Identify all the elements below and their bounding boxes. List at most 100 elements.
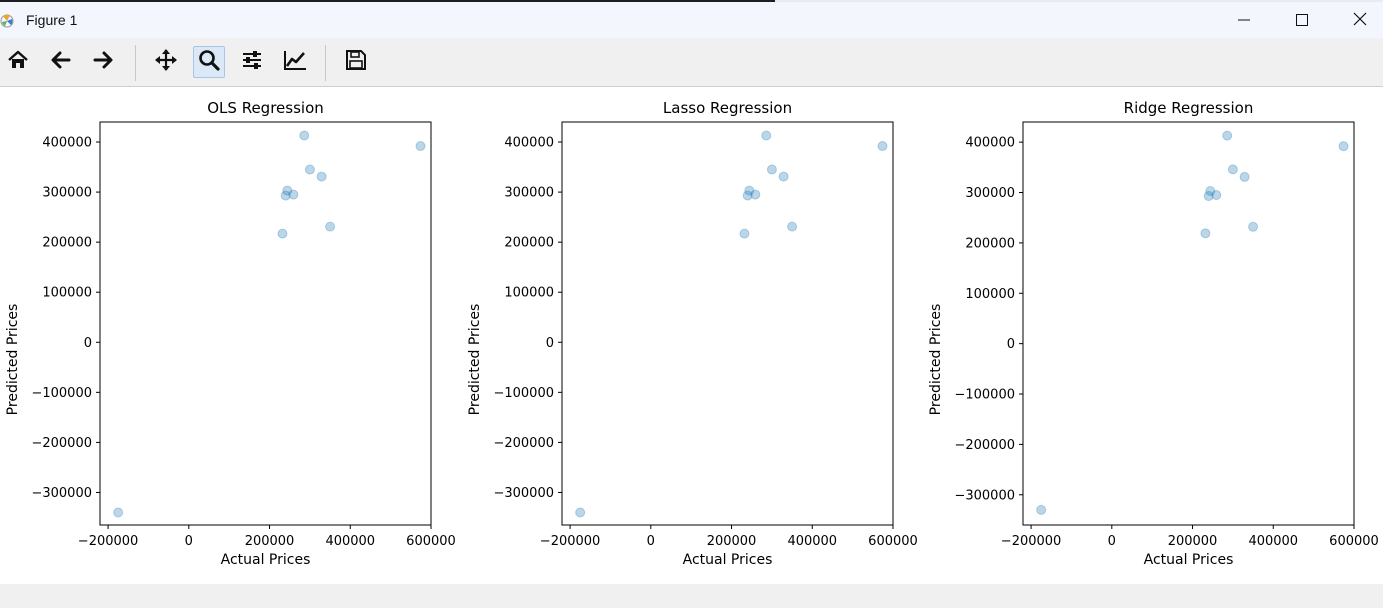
x-tick-label: 600000 [1329, 534, 1379, 549]
scatter-point [1211, 190, 1222, 201]
x-tick-label: 200000 [245, 534, 295, 549]
toolbar-separator [135, 45, 136, 81]
chart-title: OLS Regression [207, 99, 324, 117]
scatter-point [750, 189, 761, 200]
maximize-button[interactable] [1273, 2, 1331, 38]
y-axis-label: Predicted Prices [928, 304, 944, 416]
chart-title: Lasso Regression [663, 99, 792, 117]
arrow-left-icon [50, 49, 72, 75]
y-tick-label: −100000 [954, 388, 1015, 403]
subplots-button[interactable] [236, 46, 268, 78]
x-tick-label: 400000 [1248, 534, 1298, 549]
x-tick-label: 600000 [406, 534, 456, 549]
subplot-3: Ridge Regression −200000 0 200000 400000 6000… [928, 99, 1379, 568]
y-tick-label: −200000 [493, 436, 554, 451]
x-tick-label: 400000 [325, 534, 375, 549]
scatter-point [742, 190, 753, 201]
save-button[interactable] [340, 46, 372, 78]
toolbar-separator [325, 45, 326, 81]
scatter-point [761, 130, 772, 141]
status-bar [0, 584, 1383, 608]
y-tick-label: −100000 [31, 386, 92, 401]
line-chart-icon [283, 49, 307, 75]
y-tick-label: 0 [1007, 337, 1015, 352]
y-tick-label: −300000 [954, 488, 1015, 503]
scatter-point [766, 164, 777, 175]
subplot-1: OLS Regression −200000 0 200000 400000 600000… [5, 99, 456, 568]
y-axis-label: Predicted Prices [467, 304, 483, 416]
chart-title: Ridge Regression [1124, 99, 1254, 117]
scatter-point [744, 185, 755, 196]
x-tick-label: 0 [185, 534, 193, 549]
scatter-point [787, 221, 798, 232]
y-tick-label: 200000 [965, 236, 1015, 251]
axes-frame [99, 121, 432, 526]
scatter-point [304, 164, 315, 175]
x-tick-label: 0 [1108, 534, 1116, 549]
minimize-button[interactable] [1215, 2, 1273, 38]
y-tick-label: 100000 [42, 286, 92, 301]
close-button[interactable] [1331, 2, 1383, 38]
x-tick-label: −200000 [78, 534, 139, 549]
y-tick-label: −300000 [493, 486, 554, 501]
scatter-point [739, 228, 750, 239]
scatter-point [1036, 504, 1047, 515]
x-tick-label: −200000 [540, 534, 601, 549]
x-tick-label: 200000 [1168, 534, 1218, 549]
scatter-point [316, 171, 327, 182]
home-button[interactable] [2, 46, 34, 78]
sliders-icon [241, 49, 263, 75]
window-title: Figure 1 [26, 12, 78, 28]
scatter-point [415, 141, 426, 152]
move-icon [154, 48, 178, 76]
x-tick-label: −200000 [1001, 534, 1062, 549]
scatter-point [1205, 186, 1216, 197]
y-tick-label: 300000 [42, 186, 92, 201]
x-tick-label: 400000 [787, 534, 837, 549]
scatter-point [288, 189, 299, 200]
scatter-point [1227, 164, 1238, 175]
scatter-point [277, 228, 288, 239]
scatter-point [113, 507, 124, 518]
y-tick-label: 300000 [965, 186, 1015, 201]
y-tick-label: 200000 [504, 236, 554, 251]
scatter-point [299, 130, 310, 141]
y-tick-label: 0 [84, 336, 92, 351]
y-tick-label: 300000 [504, 186, 554, 201]
x-tick-label: 600000 [868, 534, 918, 549]
x-axis-label: Actual Prices [683, 552, 773, 568]
back-button[interactable] [45, 46, 77, 78]
window-titlebar[interactable]: Figure 1 [0, 2, 1383, 38]
y-tick-label: 100000 [965, 287, 1015, 302]
y-tick-label: −300000 [31, 486, 92, 501]
scatter-point [1239, 171, 1250, 182]
y-tick-label: 400000 [504, 136, 554, 151]
edit-axes-button[interactable] [279, 46, 311, 78]
pan-button[interactable] [150, 46, 182, 78]
scatter-point [280, 190, 291, 201]
scatter-point [877, 141, 888, 152]
arrow-right-icon [92, 49, 114, 75]
zoom-button[interactable] [193, 46, 225, 78]
axes-frame [1022, 121, 1355, 526]
top-edge [0, 0, 1383, 2]
figure-svg[interactable]: OLS Regression −200000 0 200000 400000 600000… [0, 87, 1383, 584]
navigation-toolbar [0, 38, 1383, 87]
scatter-point [1222, 130, 1233, 141]
figure-canvas[interactable]: OLS Regression −200000 0 200000 400000 600000… [0, 87, 1383, 584]
y-tick-label: 400000 [42, 136, 92, 151]
y-axis-label: Predicted Prices [5, 304, 21, 416]
scatter-point [1200, 228, 1211, 239]
scatter-point [1248, 221, 1259, 232]
axes-frame [561, 121, 894, 526]
floppy-disk-icon [345, 49, 367, 75]
top-edge-light [775, 0, 1383, 2]
close-icon [1353, 11, 1367, 30]
y-tick-label: 400000 [965, 136, 1015, 151]
scatter-point [325, 221, 336, 232]
x-axis-label: Actual Prices [1144, 552, 1234, 568]
forward-button[interactable] [87, 46, 119, 78]
scatter-point [1338, 141, 1349, 152]
subplot-2: Lasso Regression −200000 0 200000 400000 6000… [467, 99, 918, 568]
y-tick-label: 200000 [42, 236, 92, 251]
